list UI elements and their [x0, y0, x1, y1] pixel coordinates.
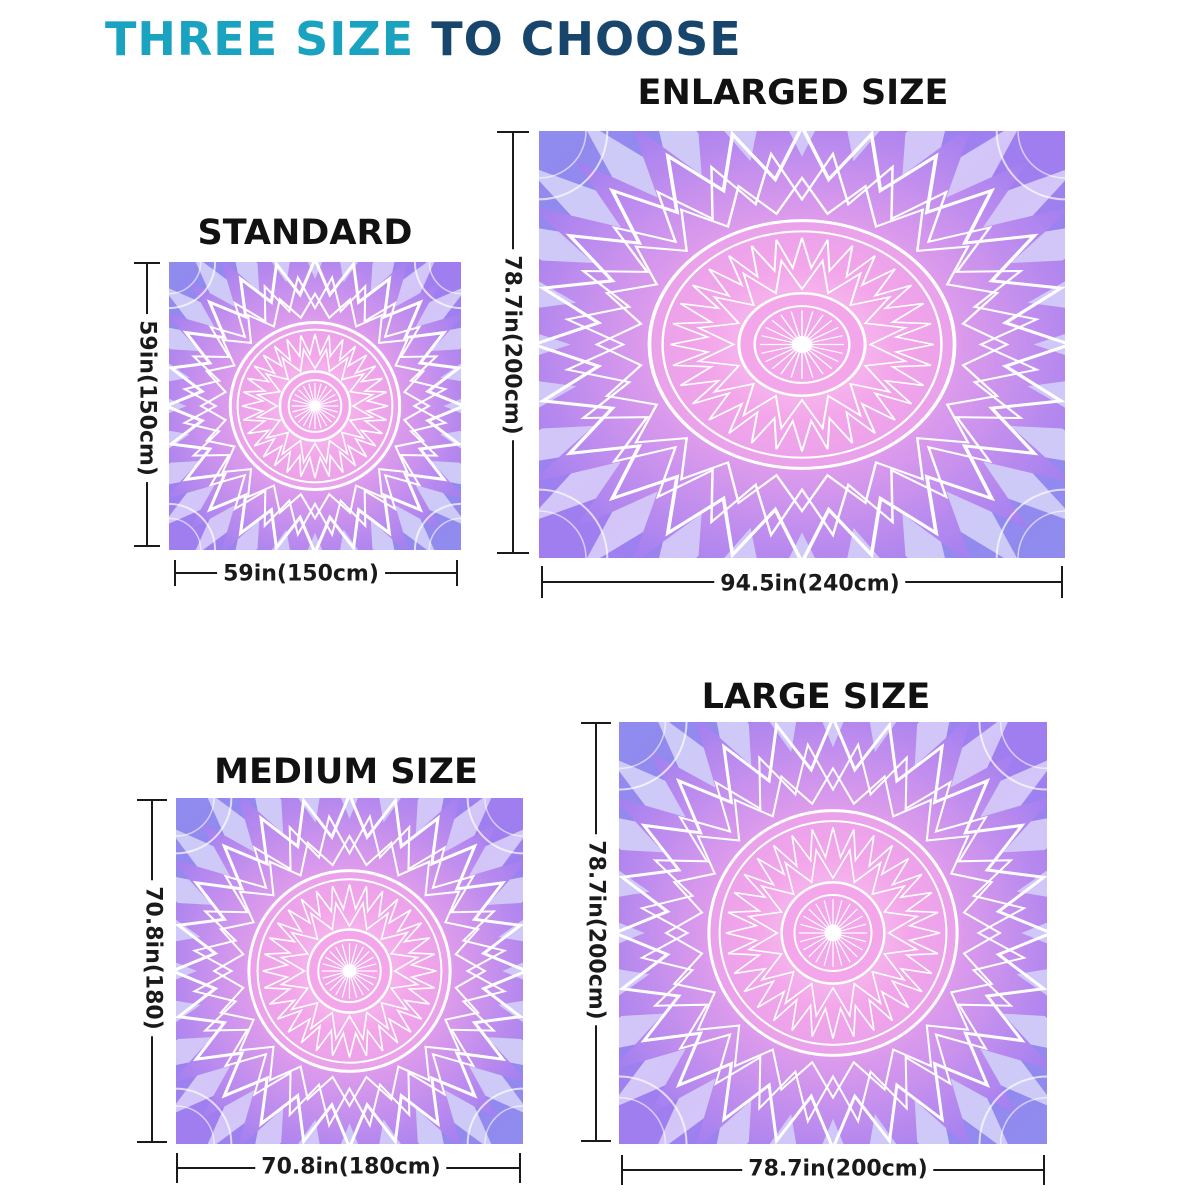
- width-tick-right-large: [1043, 1155, 1045, 1185]
- width-tick-right-medium: [519, 1153, 521, 1183]
- page-headline: THREE SIZE TO CHOOSE: [105, 12, 742, 66]
- height-label-medium: 70.8in(180): [140, 880, 166, 1036]
- tapestry-image-enlarged: [539, 131, 1065, 558]
- height-tick-bottom-large: [581, 1140, 611, 1142]
- width-label-standard: 59in(150cm): [217, 561, 385, 587]
- size-title-medium: MEDIUM SIZE: [214, 752, 478, 792]
- size-title-enlarged: ENLARGED SIZE: [637, 73, 949, 113]
- height-label-standard: 59in(150cm): [134, 314, 160, 482]
- height-tick-bottom-medium: [137, 1141, 167, 1143]
- height-tick-bottom-standard: [134, 545, 160, 547]
- height-tick-bottom-enlarged: [497, 552, 529, 554]
- size-title-standard: STANDARD: [197, 213, 413, 253]
- tapestry-image-medium: [176, 798, 523, 1144]
- tapestry-image-standard: [169, 262, 461, 550]
- width-tick-right-enlarged: [1061, 566, 1063, 598]
- width-label-medium: 70.8in(180cm): [255, 1154, 447, 1180]
- tapestry-image-large: [619, 722, 1047, 1144]
- headline-dark-text: TO CHOOSE: [431, 12, 742, 66]
- headline-accent-text: THREE SIZE: [105, 12, 415, 66]
- width-label-enlarged: 94.5in(240cm): [714, 571, 906, 597]
- height-label-large: 78.7in(200cm): [583, 834, 609, 1026]
- width-label-large: 78.7in(200cm): [742, 1156, 934, 1182]
- size-title-large: LARGE SIZE: [701, 677, 931, 717]
- width-tick-right-standard: [456, 560, 458, 586]
- height-label-enlarged: 78.7in(200cm): [499, 249, 525, 441]
